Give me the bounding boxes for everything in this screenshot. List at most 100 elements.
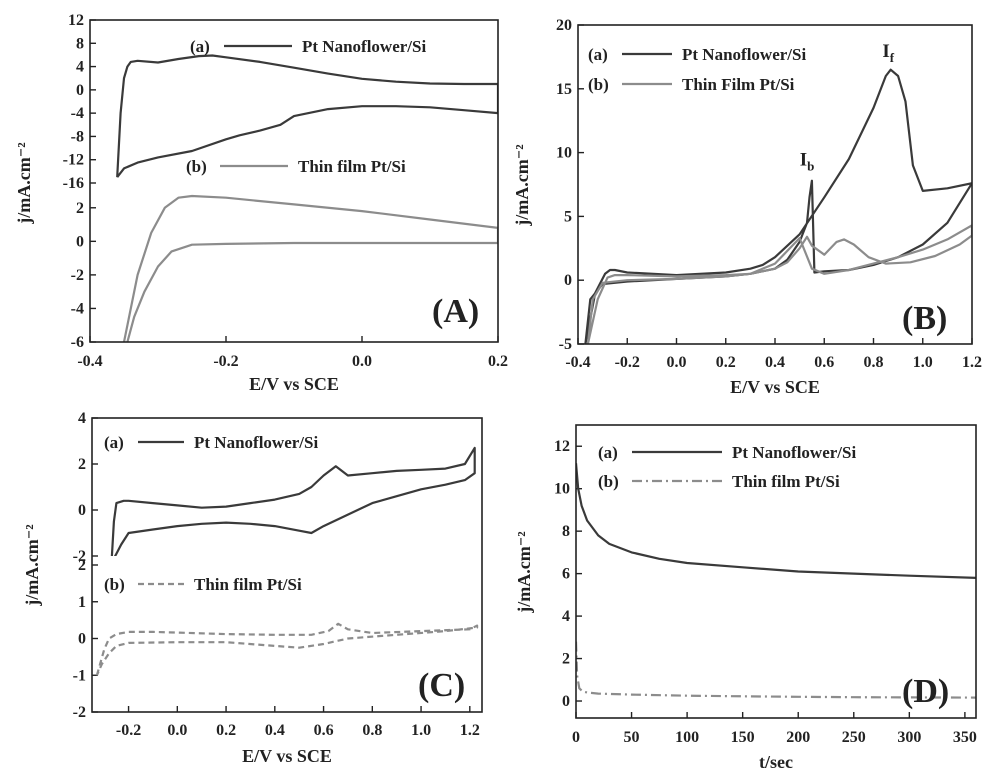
panel-D-ylabel: j/mA.cm⁻² [514,531,534,613]
panel-A-ytick-label-sub1: 12 [68,12,84,29]
panel-B-annotation-sub: f [890,50,895,65]
panel-D-ytick-label: 10 [554,481,570,498]
panel-D-xtick-label: 350 [953,729,977,746]
panel-A-xtick-label: 0.2 [488,353,508,370]
panel-C-xtick-label: 0.4 [265,722,285,739]
panel-A-ytick-label-sub1: -12 [63,152,84,169]
panel-B-ytick-label: 10 [556,145,572,162]
panel-A-label: (A) [432,293,479,330]
panel-C-ytick-label-sub2: -2 [73,704,86,721]
panel-B-ytick-label: 0 [564,272,572,289]
panel-D-ytick-label: 2 [562,651,570,668]
panel-A: -0.4 -0.2 0.0 0.2 12 8 4 0 -4 -8 -12 -16 (a) Pt Nanof… [14,12,508,394]
panel-B-xtick-label: -0.4 [565,354,590,371]
panel-B-xtick-label: 0.0 [667,354,687,371]
panel-A-ytick-label-sub1: -4 [71,105,84,122]
panel-A-xtick-label: 0.0 [352,353,372,370]
panel-A-ytick-label-sub1: -16 [63,175,84,192]
panel-C-xtick-label: 0.2 [216,722,236,739]
panel-B-legend-text: Pt Nanoflower/Si [682,45,806,64]
panel-B-annotation-sub: b [807,158,814,173]
panel-B-xtick-label: 0.8 [864,354,884,371]
panel-C-ytick-label-sub2: -1 [73,667,86,684]
panel-B-ytick-label: 5 [564,208,572,225]
panel-C-frame [91,417,483,713]
panel-D-series-thin-film-pt-si [576,641,976,699]
panel-C-ytick-label-sub2: 2 [78,557,86,574]
panel-D-ytick-label: 12 [554,438,570,455]
panel-C-ytick-label-sub1: 2 [78,456,86,473]
panel-A-legend-tag: (a) [190,37,210,56]
panel-D-series-pt-nanoflower-si [576,463,976,579]
panel-B-xtick-label: 1.2 [962,354,982,371]
panel-A-ylabel: j/mA.cm⁻² [14,142,34,224]
panel-C-label: (C) [418,667,465,704]
panel-C-legend-tag: (b) [104,575,125,594]
panel-C-xtick-label: 0.6 [314,722,334,739]
panel-B-annotation: Ib [800,149,815,173]
panel-C-series-thin-film-pt-si [95,622,479,676]
panel-B-xtick-label: 0.6 [814,354,834,371]
panel-B-series-thin-film-pt-si [586,224,972,344]
panel-A-legend-tag: (b) [186,157,207,176]
panel-D-legend-tag: (a) [598,443,618,462]
panel-D-legend-tag: (b) [598,472,619,491]
panel-A-ytick-label-sub1: 4 [76,59,84,76]
panel-D-frame [575,424,977,719]
panel-D: 0 50 100 150 200 250 300 350 12 10 8 6 4 2 0 (a) Pt Nano… [514,438,977,772]
panel-C-legend-text: Pt Nanoflower/Si [194,433,318,452]
panel-D-xtick-label: 300 [897,729,921,746]
panel-C-ytick-label-sub2: 0 [78,631,86,648]
panel-C-xtick-label: 0.0 [167,722,187,739]
panel-C-xtick-label: 1.0 [411,722,431,739]
panel-A-ytick-label-sub2: -2 [71,267,84,284]
panel-B-xtick-label: 1.0 [913,354,933,371]
panel-D-ytick-label: 4 [562,608,570,625]
panel-C-series-pt-nanoflower-si [110,446,476,556]
panel-D-ytick-label: 0 [562,693,570,710]
panel-D-label: (D) [902,673,949,710]
panel-C-ytick-label-sub1: -2 [73,548,86,565]
panel-D-xtick-label: 100 [675,729,699,746]
panel-B-xlabel: E/V vs SCE [730,377,820,397]
panel-D-ytick-label: 6 [562,566,570,583]
panel-C-legend-tag: (a) [104,433,124,452]
panel-B-label: (B) [902,300,947,337]
panel-A-xlabel: E/V vs SCE [249,374,339,394]
panel-A-ytick-label-sub1: 8 [76,35,84,52]
panel-B-xtick-label: -0.2 [615,354,640,371]
panel-C-xtick-label: -0.2 [116,722,141,739]
panel-D-xtick-label: 250 [842,729,866,746]
panel-A-frame [89,19,499,343]
panel-D-xlabel: t/sec [759,752,793,772]
panel-A-xtick-label: -0.2 [213,353,238,370]
panel-A-legend-text: Pt Nanoflower/Si [302,37,426,56]
panel-A-ytick-label-sub1: -8 [71,128,84,145]
panel-D-legend-text: Thin film Pt/Si [732,472,840,491]
panel-A-ytick-label-sub1: 0 [76,82,84,99]
panel-A-ytick-label-sub2: -4 [71,300,84,317]
panel-C-ytick-label-sub2: 1 [78,594,86,611]
panel-C-xtick-label: 1.2 [460,722,480,739]
panel-B-ytick-label: 15 [556,81,572,98]
panel-C-xlabel: E/V vs SCE [242,746,332,766]
panel-B-xtick-label: 0.2 [716,354,736,371]
panel-C-xtick-label: 0.8 [362,722,382,739]
panel-A-series-pt-nanoflower-si [116,54,498,178]
panel-D-xtick-label: 150 [731,729,755,746]
panel-B-legend-text: Thin Film Pt/Si [682,75,795,94]
panel-D-xtick-label: 200 [786,729,810,746]
panel-B-ytick-label: 20 [556,17,572,34]
panel-B-legend-tag: (b) [588,75,609,94]
panel-D-xtick-label: 0 [572,729,580,746]
panel-B-frame [577,24,973,345]
panel-B-xtick-label: 0.4 [765,354,785,371]
panel-C: -0.2 0.0 0.2 0.4 0.6 0.8 1.0 1.2 4 2 0 -2 (a) Pt Nano… [22,410,480,766]
panel-A-ytick-label-sub2: 2 [76,200,84,217]
panel-A-legend-text: Thin film Pt/Si [298,157,406,176]
panel-C-legend-text: Thin film Pt/Si [194,575,302,594]
panel-A-series-thin-film-pt-si [122,194,498,342]
panel-C-ytick-label-sub1: 0 [78,502,86,519]
panel-D-xtick-label: 50 [624,729,640,746]
panel-B-legend-tag: (a) [588,45,608,64]
